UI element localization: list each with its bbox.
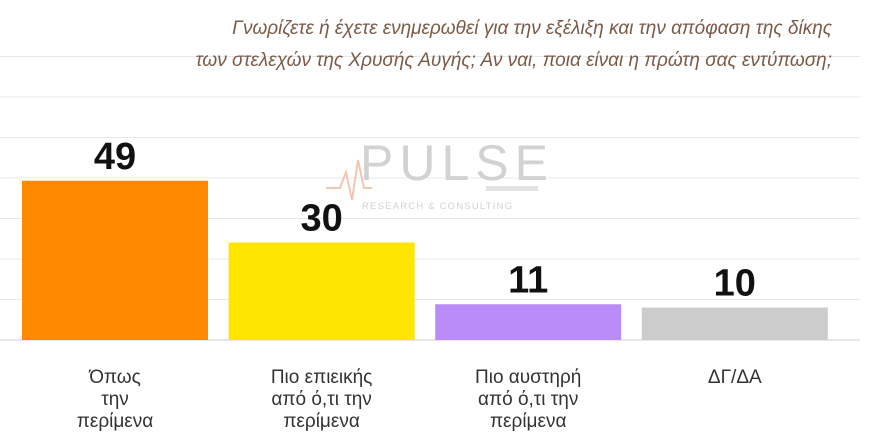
chart-title-line-2: των στελεχών της Χρυσής Αυγής; Αν ναι, π…	[196, 50, 832, 71]
value-label: 11	[508, 259, 548, 301]
value-label: 49	[94, 136, 136, 178]
watermark-tagline: RESEARCH & CONSULTING	[362, 201, 513, 212]
category-label: την	[101, 389, 129, 410]
value-labels: 49 30 11 10	[94, 136, 756, 305]
watermark-brand: PULSE	[360, 135, 554, 191]
bar	[435, 304, 622, 340]
bars	[22, 180, 828, 340]
category-label: περίμενα	[283, 411, 360, 432]
bar	[641, 307, 828, 340]
category-label: περίμενα	[77, 411, 154, 432]
category-label: Πιο αυστηρή	[475, 367, 581, 388]
value-label: 10	[714, 263, 756, 305]
category-label: από ό,τι την	[271, 389, 371, 410]
category-label: Πιο επιεικής	[271, 367, 373, 388]
category-label: από ό,τι την	[478, 389, 578, 410]
watermark-bar	[486, 186, 538, 191]
bar	[22, 180, 208, 340]
chart-title-line-1: Γνωρίζετε ή έχετε ενημερωθεί για την εξέ…	[232, 18, 833, 39]
pulse-watermark-logo: PULSE RESEARCH & CONSULTING	[326, 135, 554, 212]
category-label: περίμενα	[490, 411, 567, 432]
bar	[228, 242, 415, 340]
chart-title: Γνωρίζετε ή έχετε ενημερωθεί για την εξέ…	[196, 18, 833, 71]
value-label: 30	[300, 198, 342, 240]
pulse-heartbeat-icon	[326, 159, 372, 201]
category-label: ΔΓ/ΔΑ	[708, 367, 762, 388]
category-label: Όπως	[88, 367, 141, 388]
